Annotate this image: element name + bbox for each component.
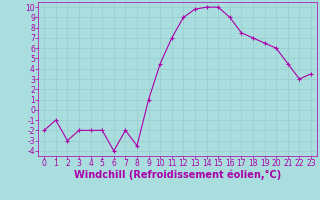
X-axis label: Windchill (Refroidissement éolien,°C): Windchill (Refroidissement éolien,°C) (74, 170, 281, 180)
